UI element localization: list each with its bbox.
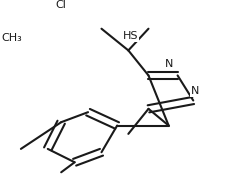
Text: N: N	[191, 86, 199, 96]
Text: CH₃: CH₃	[2, 33, 22, 43]
Text: Cl: Cl	[55, 0, 66, 10]
Text: N: N	[164, 59, 172, 69]
Text: HS: HS	[122, 31, 138, 41]
